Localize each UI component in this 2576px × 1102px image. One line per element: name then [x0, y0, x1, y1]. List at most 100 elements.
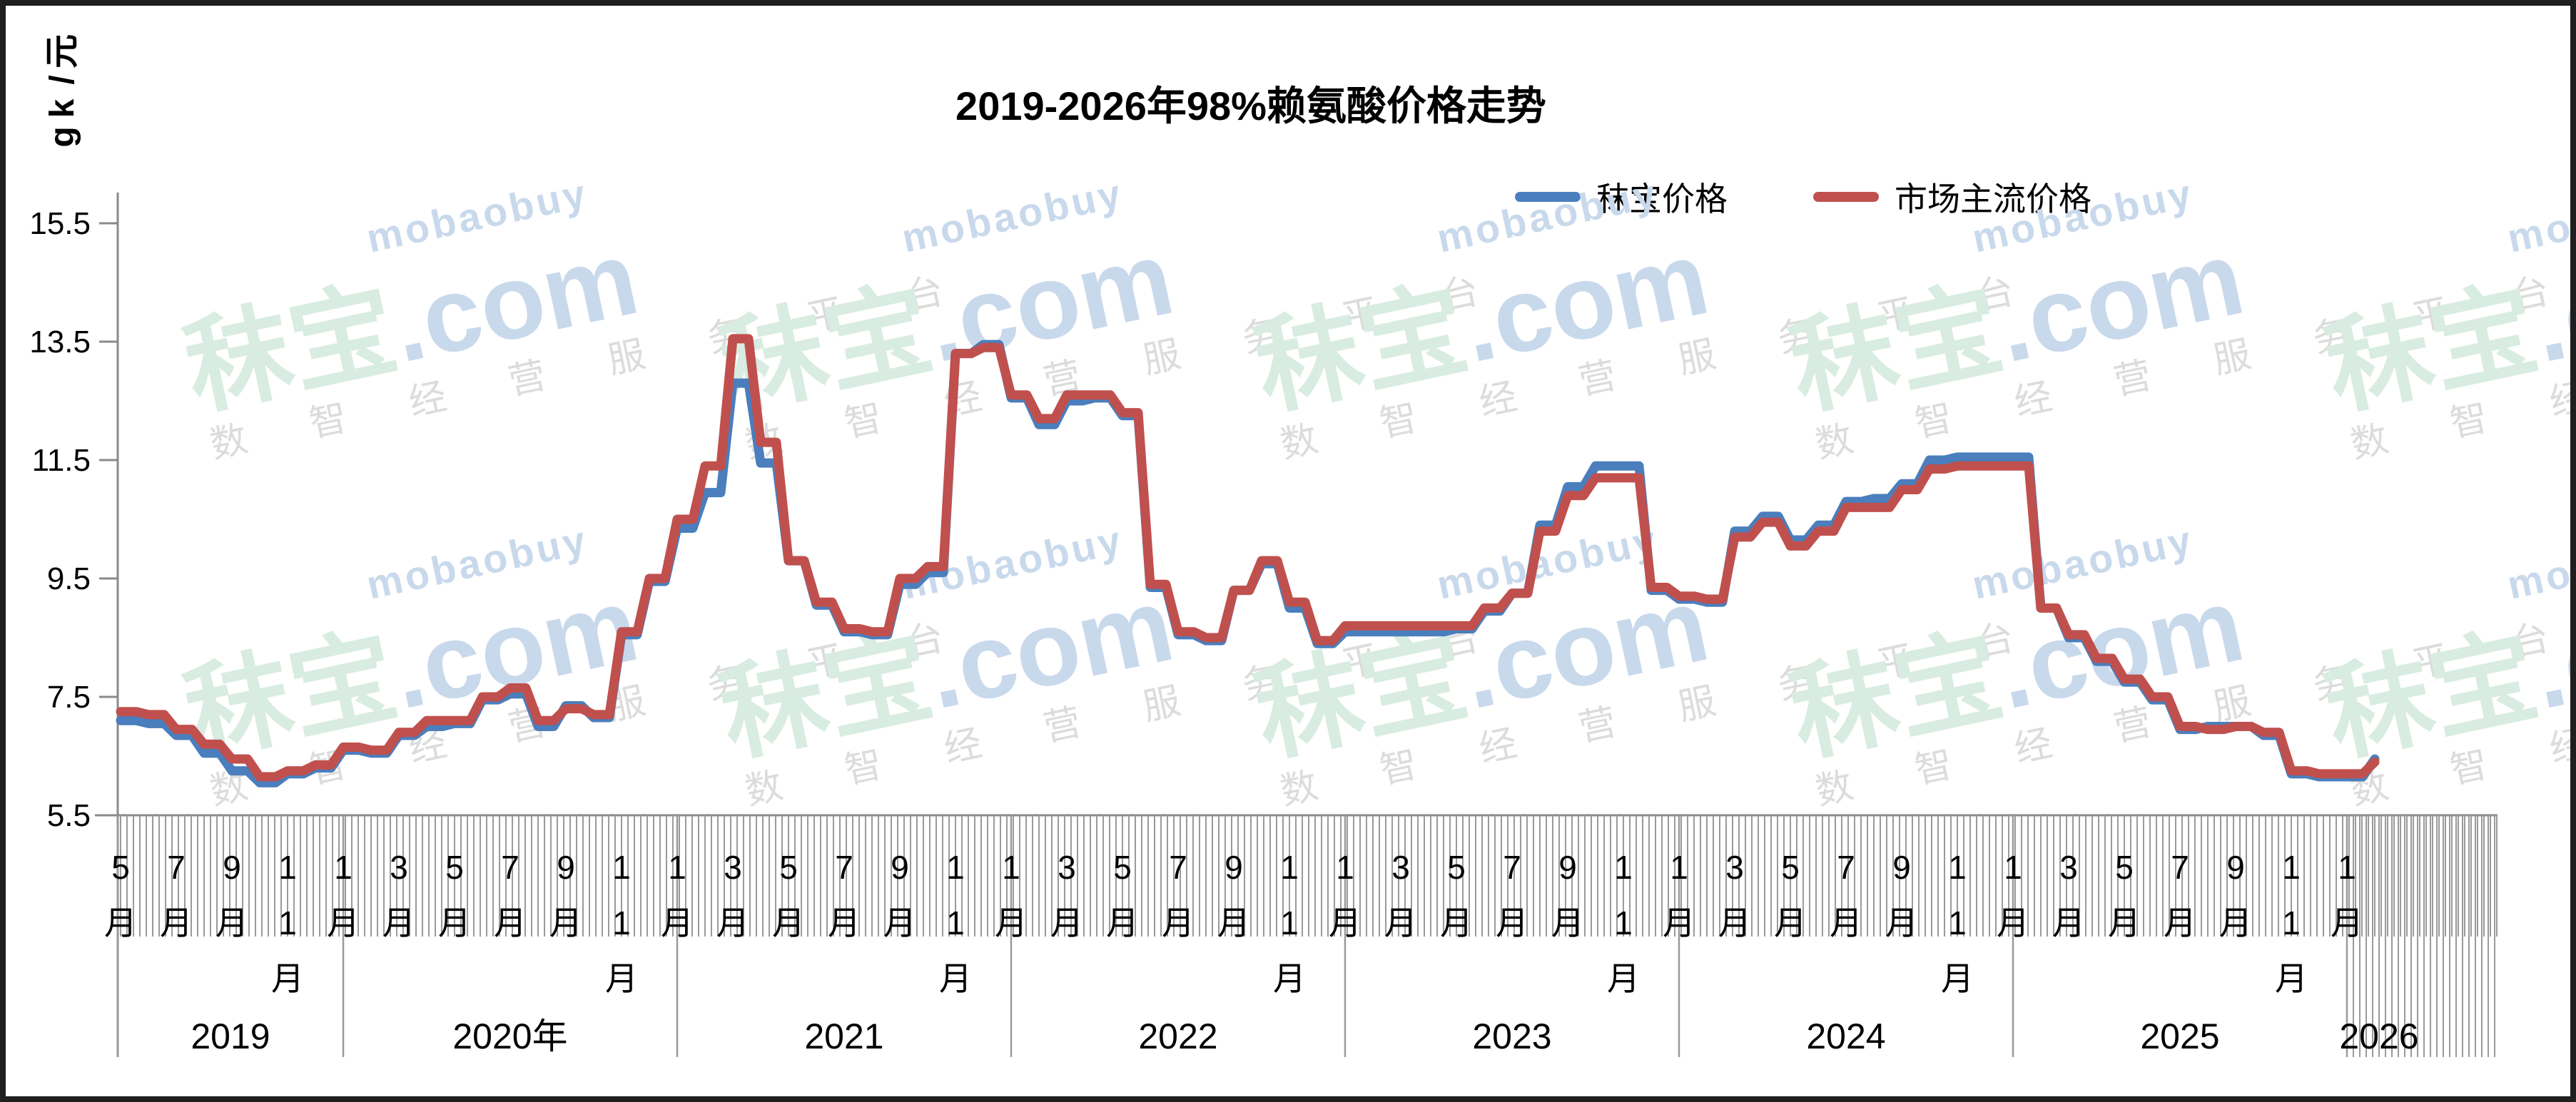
x-month-label: 月 — [1384, 904, 1417, 942]
y-tick-label: 13.5 — [29, 325, 91, 359]
chart-title: 2019-2026年98%赖氨酸价格走势 — [955, 83, 1546, 128]
x-month-label: 9 — [1224, 849, 1243, 886]
x-month-label: 月 — [1830, 904, 1862, 942]
x-month-label: 3 — [1058, 849, 1076, 886]
x-month-label: 月 — [1885, 904, 1918, 942]
x-month-label: 月 — [661, 904, 694, 942]
legend-swatch-red — [1813, 192, 1879, 202]
x-month-label: 9 — [557, 849, 575, 886]
x-year-label: 2023 — [1472, 1016, 1551, 1056]
x-month-label: 月 — [2275, 960, 2308, 997]
x-month-label: 9 — [223, 849, 241, 886]
x-month-label: 7 — [2171, 849, 2189, 886]
x-month-label: 月 — [716, 904, 749, 942]
x-month-label: 月 — [1050, 904, 1083, 942]
x-month-label: 月 — [828, 904, 861, 942]
x-month-label: 月 — [1106, 904, 1139, 942]
y-tick-label: 15.5 — [29, 206, 91, 241]
x-month-label: 月 — [2219, 904, 2252, 942]
legend-label: 市场主流价格 — [1895, 180, 2091, 218]
x-month-label: 5 — [1113, 849, 1132, 886]
x-month-label: 3 — [724, 849, 742, 886]
x-month-label: 月 — [1997, 904, 2029, 942]
x-month-label: 月 — [215, 904, 248, 942]
x-month-label: 7 — [1169, 849, 1187, 886]
x-month-label: 1 — [1670, 849, 1688, 886]
y-tick-label: 7.5 — [47, 680, 91, 715]
x-month-label: 月 — [438, 904, 471, 942]
x-month-label: 月 — [1217, 904, 1250, 942]
x-month-label: 月 — [494, 904, 527, 942]
x-month-label: 月 — [160, 904, 193, 942]
x-month-label: 月 — [1273, 960, 1306, 997]
x-month-label: 1 — [1280, 904, 1299, 942]
x-year-label: 2024 — [1806, 1016, 1885, 1056]
x-month-label: 7 — [835, 849, 853, 886]
x-month-label: 5 — [445, 849, 464, 886]
x-month-label: 1 — [1336, 849, 1354, 886]
x-month-label: 1 — [612, 904, 631, 942]
x-month-label: 7 — [1837, 849, 1855, 886]
y-tick-label: 9.5 — [47, 561, 91, 596]
x-month-label: 1 — [2004, 849, 2022, 886]
x-month-label: 1 — [2282, 849, 2301, 886]
legend-item-mobao-price[interactable]: 秣宝价格 — [1515, 173, 1728, 220]
legend-swatch-blue — [1515, 192, 1581, 202]
x-month-label: 7 — [1503, 849, 1521, 886]
x-month-label: 3 — [2059, 849, 2078, 886]
legend-item-market-price[interactable]: 市场主流价格 — [1813, 173, 2091, 220]
x-month-label: 1 — [1002, 849, 1020, 886]
price-trend-plot: 5.57.59.511.513.515.55月7月9月11月1月3月5月7月9月… — [29, 193, 2498, 1057]
x-month-label: 月 — [883, 904, 916, 942]
y-tick-label: 11.5 — [32, 443, 91, 478]
x-month-label: 1 — [1948, 904, 1967, 942]
x-month-label: 月 — [104, 904, 137, 942]
x-month-label: 月 — [995, 904, 1028, 942]
x-month-label: 1 — [946, 904, 965, 942]
x-month-label: 9 — [1558, 849, 1577, 886]
x-month-label: 月 — [271, 960, 304, 997]
x-year-label: 2022 — [1138, 1016, 1217, 1056]
x-month-label: 1 — [946, 849, 965, 886]
x-month-label: 月 — [1663, 904, 1695, 942]
x-month-label: 7 — [501, 849, 519, 886]
x-month-label: 1 — [1614, 904, 1633, 942]
x-month-label: 月 — [1607, 960, 1640, 997]
x-month-label: 月 — [1718, 904, 1751, 942]
x-month-label: 5 — [111, 849, 130, 886]
x-month-label: 1 — [278, 904, 297, 942]
x-month-label: 3 — [390, 849, 408, 886]
x-month-label: 9 — [891, 849, 909, 886]
x-year-label: 2020年 — [452, 1016, 567, 1056]
x-month-label: 月 — [605, 960, 638, 997]
x-month-label: 1 — [2282, 904, 2301, 942]
x-month-label: 7 — [167, 849, 186, 886]
x-month-label: 月 — [2331, 904, 2363, 942]
x-month-label: 3 — [1391, 849, 1410, 886]
x-month-label: 月 — [1941, 960, 1974, 997]
x-month-label: 月 — [1774, 904, 1807, 942]
x-month-label: 5 — [779, 849, 798, 886]
x-year-label: 2025 — [2140, 1016, 2219, 1056]
x-month-label: 月 — [549, 904, 582, 942]
x-month-label: 3 — [1725, 849, 1744, 886]
legend-label: 秣宝价格 — [1596, 180, 1728, 218]
x-month-label: 5 — [1781, 849, 1800, 886]
x-month-label: 1 — [668, 849, 686, 886]
x-month-label: 1 — [278, 849, 297, 886]
x-month-label: 5 — [2115, 849, 2134, 886]
x-month-label: 5 — [1447, 849, 1466, 886]
x-month-label: 月 — [772, 904, 805, 942]
x-month-label: 1 — [612, 849, 631, 886]
x-month-label: 1 — [2338, 849, 2356, 886]
x-month-label: 月 — [327, 904, 360, 942]
x-month-label: 月 — [1162, 904, 1195, 942]
series-line-market — [116, 334, 2380, 782]
x-month-label: 月 — [2052, 904, 2085, 942]
x-month-label: 月 — [2108, 904, 2141, 942]
x-month-label: 月 — [939, 960, 972, 997]
y-tick-label: 5.5 — [47, 798, 91, 833]
x-month-label: 9 — [1892, 849, 1911, 886]
legend: 秣宝价格 市场主流价格 — [1515, 177, 2091, 218]
